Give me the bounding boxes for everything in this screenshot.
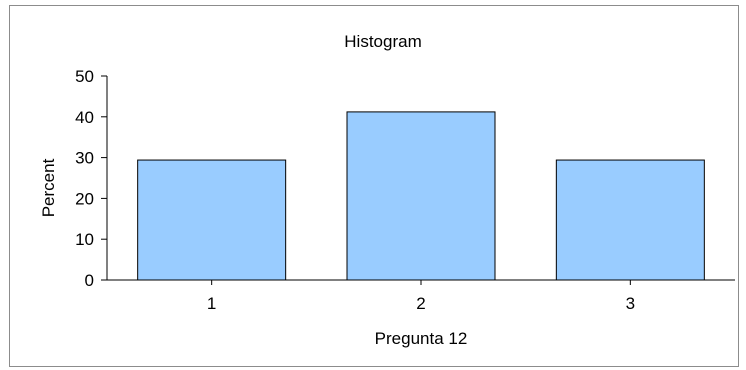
bar-3 xyxy=(555,159,705,281)
y-tick-label: 20 xyxy=(75,189,94,208)
y-tick-label: 50 xyxy=(75,67,94,86)
bar-2 xyxy=(346,111,496,281)
x-tick-label: 3 xyxy=(626,294,635,313)
chart-title: Histogram xyxy=(344,32,421,51)
bar-1 xyxy=(137,159,287,281)
x-axis: 1 2 3 xyxy=(107,279,735,313)
y-axis: 0 10 20 30 40 50 xyxy=(75,67,108,290)
y-axis-label: Percent xyxy=(39,158,58,217)
x-axis-label: Pregunta 12 xyxy=(375,329,468,348)
y-tick-label: 10 xyxy=(75,230,94,249)
y-tick-label: 40 xyxy=(75,108,94,127)
bars xyxy=(137,111,705,281)
y-tick-label: 0 xyxy=(85,271,94,290)
x-tick-label: 2 xyxy=(416,294,425,313)
x-tick-label: 1 xyxy=(207,294,216,313)
y-tick-label: 30 xyxy=(75,149,94,168)
